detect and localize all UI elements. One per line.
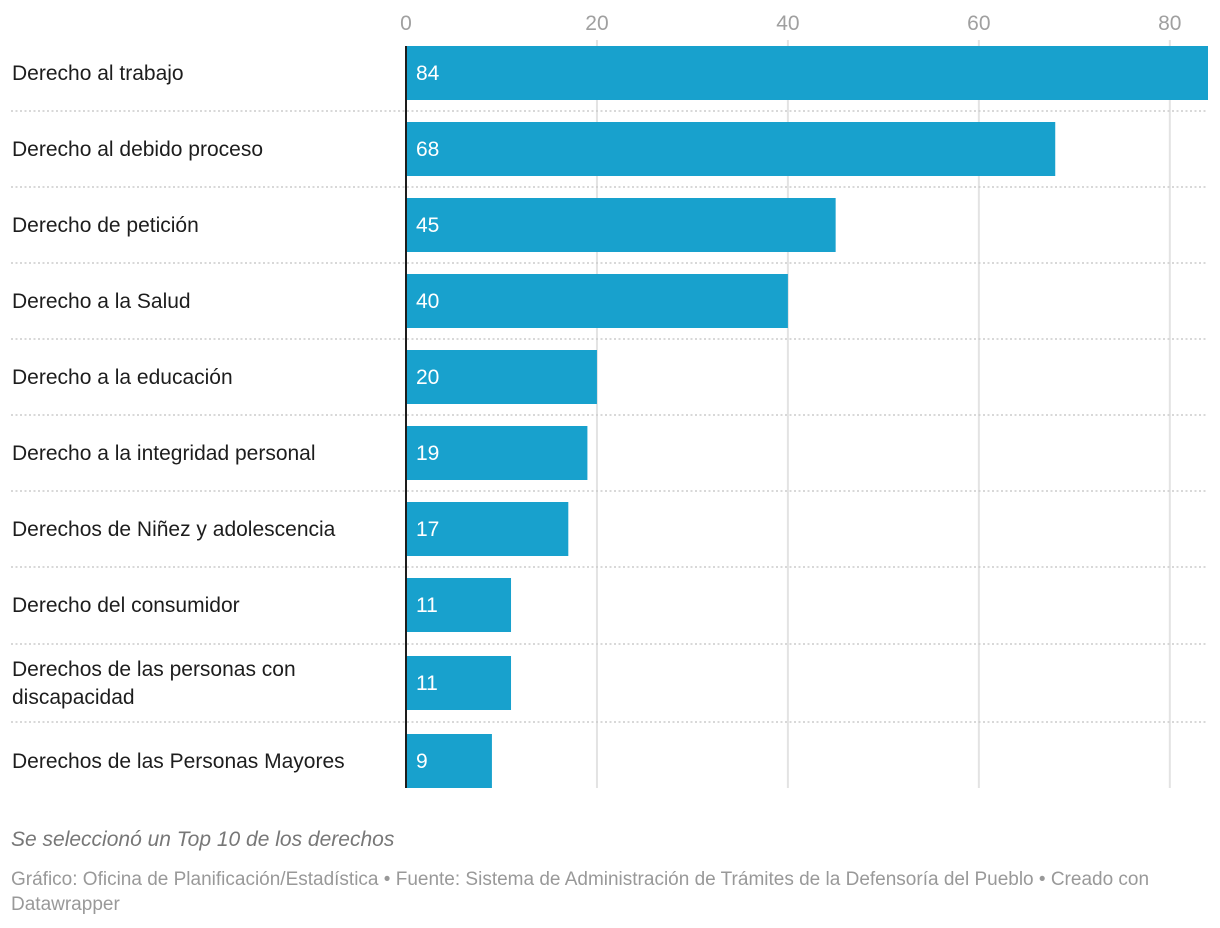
bar	[406, 198, 836, 252]
category-label: Derecho a la Salud	[12, 290, 191, 313]
category-label: Derechos de Niñez y adolescencia	[12, 518, 336, 541]
bar-chart: 0 20 40 60 80 84 Derecho al trabajo 68 Derecho a…	[11, 12, 1208, 788]
bar-value-label: 19	[416, 442, 439, 465]
category-label: Derecho al debido proceso	[12, 138, 263, 161]
category-label: Derechos de las personas con discapacidad	[12, 658, 296, 709]
bar-value-label: 11	[416, 672, 438, 695]
bar	[406, 502, 569, 556]
category-label: Derecho de petición	[12, 214, 199, 237]
bar-value-label: 84	[416, 62, 440, 85]
x-tick-label: 60	[967, 12, 990, 35]
x-tick-label: 40	[776, 12, 799, 35]
bar-value-label: 11	[416, 594, 438, 617]
chart-note: Se seleccionó un Top 10 de los derechos	[11, 828, 395, 851]
bar-value-label: 40	[416, 290, 439, 313]
bar-value-label: 17	[416, 518, 439, 541]
bar	[406, 656, 512, 710]
x-tick-label: 20	[585, 12, 608, 35]
bar-value-label: 20	[416, 366, 439, 389]
category-label: Derecho a la integridad personal	[12, 442, 316, 465]
bar	[406, 274, 788, 328]
bar-value-label: 9	[416, 750, 428, 773]
category-label: Derecho al trabajo	[12, 62, 184, 85]
bar	[406, 578, 512, 632]
bar	[406, 122, 1056, 176]
bar	[406, 426, 588, 480]
category-label: Derechos de las Personas Mayores	[12, 750, 345, 773]
bar	[406, 350, 597, 404]
category-label: Derecho a la educación	[12, 366, 233, 389]
bar	[406, 734, 492, 788]
category-label: Derecho del consumidor	[12, 594, 240, 617]
bar-value-label: 45	[416, 214, 439, 237]
bar	[406, 46, 1208, 100]
chart-footer: Gráfico: Oficina de Planificación/Estadí…	[11, 869, 1150, 915]
x-tick-label: 80	[1158, 12, 1181, 35]
bar-value-label: 68	[416, 138, 439, 161]
x-tick-label: 0	[400, 12, 412, 35]
